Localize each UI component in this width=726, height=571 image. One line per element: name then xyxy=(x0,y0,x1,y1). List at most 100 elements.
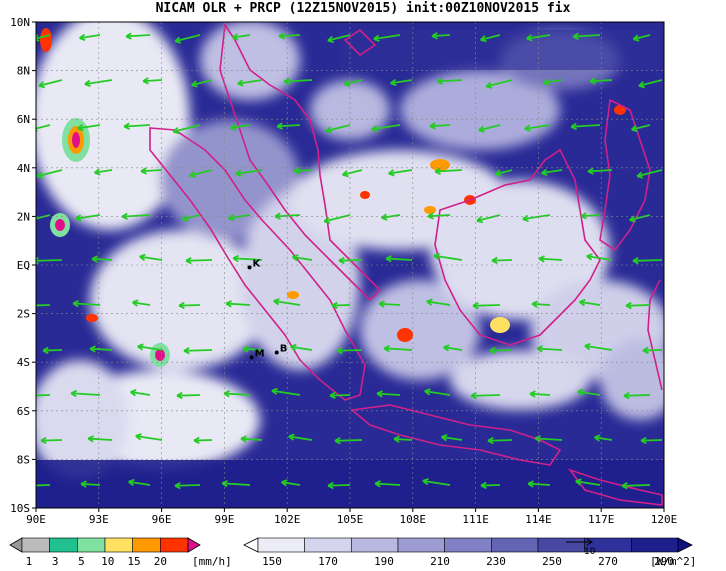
legend-swatch xyxy=(351,537,399,553)
station-markers: K M B xyxy=(247,258,287,360)
wind-vector xyxy=(586,253,613,261)
wind-vector xyxy=(237,79,263,87)
wind-vector xyxy=(336,346,363,355)
olr-legend-value: 170 xyxy=(318,555,338,568)
wind-vector xyxy=(636,169,663,179)
wind-vector xyxy=(325,124,351,134)
precip-legend-value: 3 xyxy=(52,555,59,568)
wind-vector xyxy=(242,345,263,353)
olr-legend-value: 250 xyxy=(542,555,562,568)
wind-vector xyxy=(276,122,301,130)
wind-vector xyxy=(393,435,413,443)
wind-vector xyxy=(232,254,263,263)
wind-vector xyxy=(178,301,201,310)
wind-vector xyxy=(223,390,251,398)
legend-swatch xyxy=(631,537,679,553)
wind-vector xyxy=(36,304,51,307)
wind-vector xyxy=(538,255,563,263)
station-dot xyxy=(274,350,279,355)
wind-vector xyxy=(87,435,113,443)
wind-vector xyxy=(629,214,651,223)
lon-tick-label: 114E xyxy=(525,513,552,526)
wind-vector xyxy=(594,434,613,442)
wind-vector xyxy=(589,77,613,85)
wind-vector xyxy=(374,480,401,488)
wind-vector xyxy=(632,257,663,265)
legend-arrow-left xyxy=(243,537,259,553)
wind-vector xyxy=(36,394,51,397)
reference-vector-label: 10 xyxy=(584,547,596,557)
wind-vector xyxy=(575,478,601,486)
wind-vector xyxy=(225,300,251,308)
wind-vector xyxy=(174,34,201,44)
wind-vector xyxy=(376,390,401,398)
wind-vector xyxy=(72,300,101,308)
precip-legend: 1 3 5 10 15 20 [mm/h] xyxy=(9,537,232,568)
wind-vector xyxy=(534,435,563,443)
wind-vector xyxy=(526,34,551,42)
lat-tick-label: 10N xyxy=(10,16,30,29)
wind-vector xyxy=(174,481,201,490)
wind-vector xyxy=(292,254,313,262)
wind-vector xyxy=(570,122,601,131)
wind-vector xyxy=(491,256,513,265)
precip-legend-value: 1 xyxy=(26,555,33,568)
station-label: M xyxy=(255,348,265,359)
wind-vector xyxy=(189,169,213,178)
wind-vector xyxy=(274,212,301,220)
wind-vector xyxy=(485,79,513,89)
wind-vector xyxy=(75,214,101,222)
wind-vector xyxy=(529,390,551,398)
station-dot xyxy=(247,265,252,270)
wind-vector xyxy=(89,345,113,353)
station-dot xyxy=(249,355,254,360)
gridlines xyxy=(36,22,664,508)
wind-vector xyxy=(640,436,663,445)
lon-tick-label: 105E xyxy=(337,513,364,526)
wind-vector xyxy=(342,169,363,178)
wind-vector xyxy=(621,482,651,490)
axes: 90E 93E 96E 99E 102E 105E 108E 111E 114E 117E 120E… xyxy=(10,16,677,526)
wind-vector xyxy=(527,480,551,488)
wind-vector xyxy=(91,255,113,263)
wind-vector xyxy=(183,347,213,355)
wind-vector xyxy=(381,213,401,221)
wind-vector xyxy=(288,433,313,441)
wind-vector xyxy=(70,389,101,398)
lon-tick-label: 96E xyxy=(152,513,172,526)
wind-vector xyxy=(140,167,163,175)
lat-tick-label: 2S xyxy=(17,308,30,321)
legend-swatch xyxy=(49,537,78,553)
olr-legend-value: 290 xyxy=(654,555,674,568)
wind-vector xyxy=(132,299,151,307)
lon-tick-label: 108E xyxy=(400,513,427,526)
wind-vector xyxy=(422,477,451,486)
wind-vector xyxy=(487,436,513,445)
wind-vector xyxy=(42,346,63,355)
wind-vector xyxy=(235,169,263,177)
wind-vector xyxy=(441,433,463,442)
lat-tick-label: 8S xyxy=(17,453,30,466)
wind-vector xyxy=(36,214,51,220)
wind-vector xyxy=(80,480,101,488)
wind-vector xyxy=(638,79,663,89)
wind-vector xyxy=(373,34,401,42)
wind-vector xyxy=(385,255,413,263)
wind-vector xyxy=(79,33,101,42)
wind-vector xyxy=(489,346,513,355)
wind-vector xyxy=(371,124,401,133)
legend-arrow-right xyxy=(187,537,201,553)
legend-arrow-left xyxy=(9,537,23,553)
legend-swatch xyxy=(77,537,106,553)
legend-swatch xyxy=(257,537,305,553)
wind-vector xyxy=(230,123,251,131)
wind-vector xyxy=(584,342,613,351)
legend-swatch xyxy=(160,537,189,553)
wind-vector xyxy=(632,34,651,42)
lat-tick-label: EQ xyxy=(17,259,30,272)
wind-vector xyxy=(494,169,513,177)
wind-vector xyxy=(36,169,63,179)
wind-vector xyxy=(271,387,301,396)
lon-tick-label: 90E xyxy=(26,513,46,526)
wind-vector xyxy=(536,345,563,353)
